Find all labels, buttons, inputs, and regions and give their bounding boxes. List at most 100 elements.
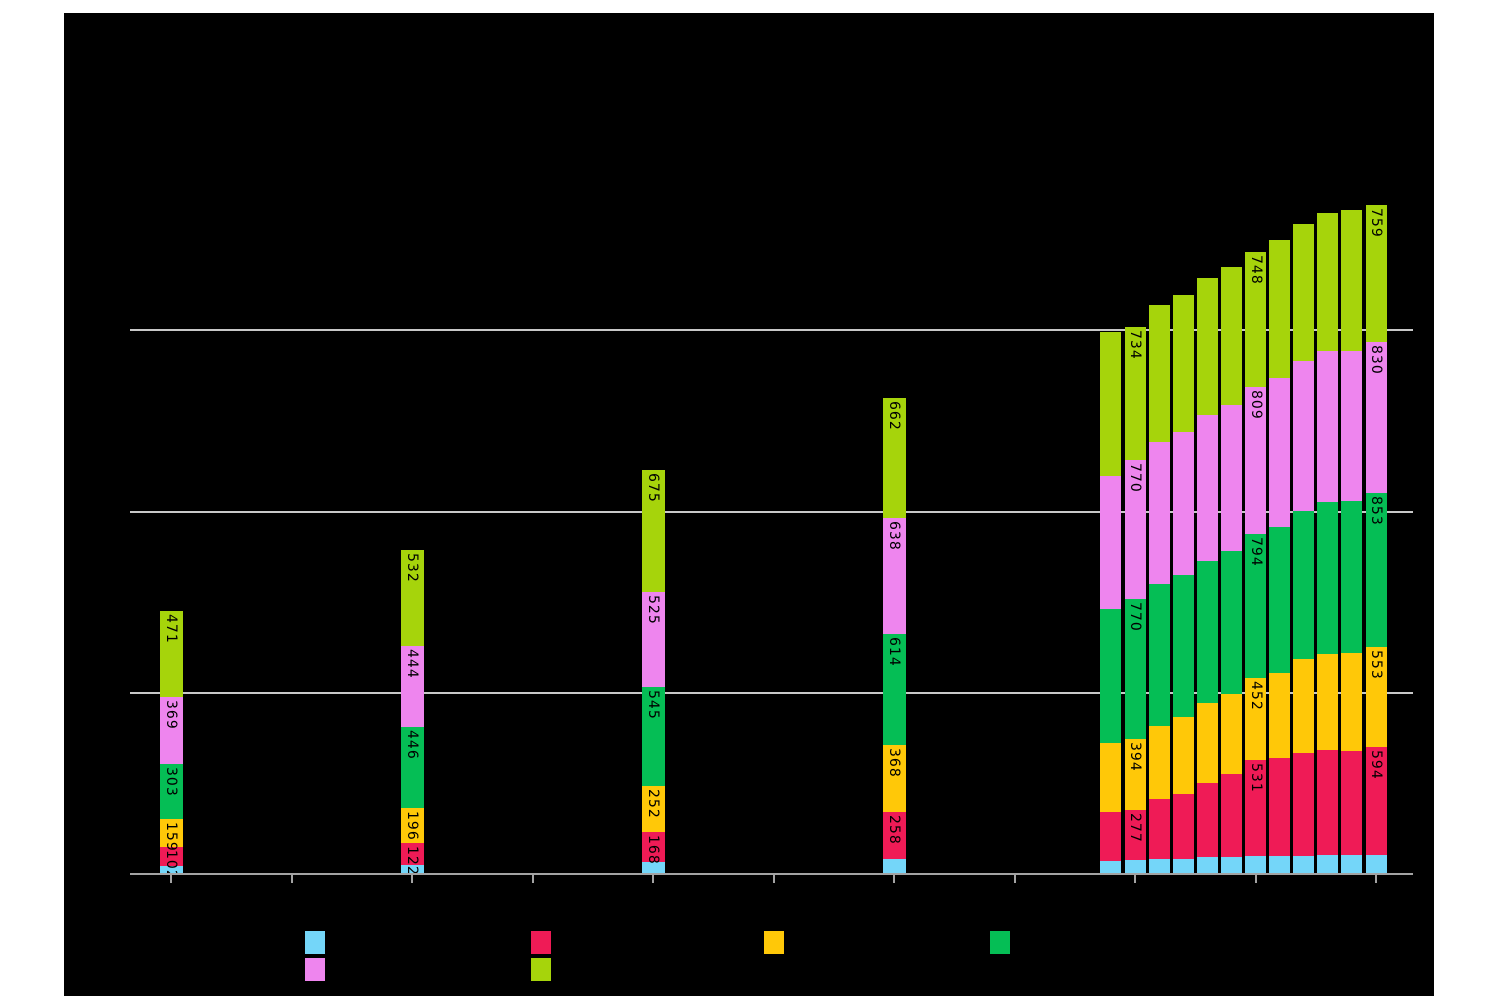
segment-value-label: 594 [1368, 750, 1384, 781]
segment-value-label: 525 [645, 595, 661, 625]
bar-segment-yellow-green [1245, 251, 1266, 388]
bar-segment-green [1172, 575, 1194, 717]
bar-segment-violet [641, 592, 665, 688]
bar-segment-violet [1293, 361, 1315, 511]
bar-segment-violet [1196, 415, 1218, 561]
segment-value-label: 545 [645, 690, 661, 721]
legend-swatch-gold-yellow [764, 931, 784, 954]
bar-segment-yellow-green [1124, 326, 1146, 460]
bar-segment-yellow-green [1365, 204, 1387, 343]
bar-segment-gold-yellow [159, 818, 183, 848]
segment-value-label: 277 [1127, 813, 1143, 843]
bar-segment-sky-blue [159, 865, 183, 874]
bar-segment-green [1220, 550, 1242, 695]
bar-segment-pink-red [1172, 794, 1194, 859]
segment-value-label: 794 [1247, 536, 1264, 567]
bar-segment-green [1148, 584, 1170, 726]
bar-segment-sky-blue [1293, 855, 1315, 874]
segment-value-label: 759 [1368, 207, 1384, 238]
bar-segment-pink-red [1196, 783, 1218, 858]
segment-value-label: 369 [163, 699, 179, 730]
y-gridline [129, 510, 1413, 513]
x-axis-tick [1254, 875, 1257, 883]
segment-value-label: 662 [886, 401, 902, 432]
bar-segment-violet [159, 696, 183, 764]
bar-segment-green [1100, 609, 1122, 743]
bar-segment-yellow-green [159, 611, 183, 697]
bar-segment-gold-yellow [1269, 673, 1291, 759]
bar-segment-sky-blue [1100, 861, 1122, 874]
segment-value-label: 853 [1368, 495, 1384, 526]
bar-segment-sky-blue [400, 865, 424, 874]
x-axis-line [129, 873, 1413, 875]
bar-segment-sky-blue [1245, 855, 1266, 874]
x-axis-tick [1013, 875, 1016, 883]
segment-value-label: 553 [1368, 650, 1384, 680]
bar-segment-pink-red [1148, 798, 1170, 860]
bar-segment-violet [1220, 405, 1242, 551]
segment-value-label: 258 [886, 814, 902, 845]
bar-segment-gold-yellow [1124, 738, 1146, 811]
bar-segment-gold-yellow [1220, 694, 1242, 775]
bar-segment-gold-yellow [400, 807, 424, 844]
bar-segment-violet [1124, 459, 1146, 600]
segment-value-label: 770 [1127, 462, 1143, 493]
bar-segment-pink-red [159, 847, 183, 866]
bar-segment-pink-red [400, 843, 424, 866]
bar-segment-yellow-green [1317, 213, 1339, 352]
bar-segment-pink-red [1365, 747, 1387, 855]
bar-segment-pink-red [1245, 759, 1266, 856]
bar-segment-sky-blue [1341, 854, 1363, 874]
bar-segment-green [641, 687, 665, 787]
bar-segment-gold-yellow [1365, 647, 1387, 748]
bar-segment-violet [1341, 351, 1363, 501]
bar-segment-yellow-green [400, 550, 424, 647]
bar-segment-green [1269, 527, 1291, 674]
legend-swatch-sky-blue [305, 931, 325, 954]
bar-segment-gold-yellow [1196, 702, 1218, 784]
bar-segment-pink-red [1269, 758, 1291, 856]
bar-segment-gold-yellow [1100, 742, 1122, 813]
bar-segment-gold-yellow [1341, 652, 1363, 751]
x-axis-tick [1375, 875, 1377, 883]
bar-segment-yellow-green [1269, 239, 1291, 379]
legend-swatch-green [990, 931, 1010, 954]
x-axis-tick [1134, 875, 1136, 883]
bar-segment-violet [400, 646, 424, 727]
bar-segment-green [1317, 501, 1339, 654]
segment-value-label: 252 [645, 789, 661, 819]
bar-segment-violet [1172, 431, 1194, 576]
segment-value-label: 444 [404, 649, 420, 680]
segment-value-label: 368 [886, 748, 902, 778]
bar-segment-sky-blue [1172, 858, 1194, 874]
segment-value-label: 734 [1127, 329, 1143, 360]
x-axis-tick [531, 875, 534, 883]
bar-segment-sky-blue [641, 862, 665, 874]
bar-segment-green [1245, 533, 1266, 678]
bar-segment-pink-red [1100, 812, 1122, 862]
bar-segment-sky-blue [1220, 856, 1242, 874]
bar-segment-yellow-green [1341, 209, 1363, 352]
segment-value-label: 196 [404, 810, 420, 841]
x-axis-tick [893, 875, 895, 883]
segment-value-label: 770 [1127, 602, 1143, 633]
bar-segment-violet [1269, 378, 1291, 528]
bar-segment-yellow-green [1100, 332, 1122, 476]
bar-segment-sky-blue [1317, 854, 1339, 874]
segment-value-label: 394 [1127, 741, 1143, 772]
segment-value-label: 638 [886, 521, 902, 552]
x-axis-tick [170, 875, 172, 883]
bar-segment-violet [1365, 342, 1387, 493]
bar-segment-gold-yellow [1317, 653, 1339, 751]
bar-segment-gold-yellow [641, 786, 665, 832]
segment-value-label: 809 [1247, 390, 1264, 421]
segment-value-label: 531 [1247, 762, 1264, 793]
segment-value-label: 446 [404, 729, 420, 760]
bar-segment-sky-blue [1269, 855, 1291, 874]
bar-segment-green [1365, 492, 1387, 648]
bar-segment-sky-blue [1365, 854, 1387, 874]
bar-segment-pink-red [1220, 774, 1242, 857]
segment-value-label: 830 [1368, 345, 1384, 375]
bar-segment-pink-red [1124, 810, 1146, 861]
